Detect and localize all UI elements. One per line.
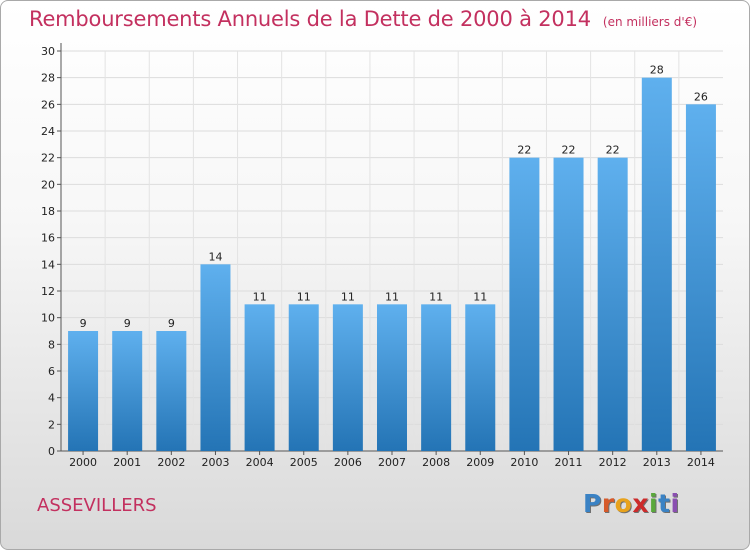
value-label-2011: 22 bbox=[562, 144, 576, 157]
bar-2002 bbox=[156, 331, 187, 451]
x-axis-ticks: 2000 2001 2002 2003 2004 2005 2006 2007 2008 2009… bbox=[69, 451, 715, 469]
logo-letter: r bbox=[601, 489, 615, 518]
x-tick-label-2010: 2010 bbox=[510, 456, 538, 469]
bar-2009 bbox=[465, 304, 496, 451]
bar-2004 bbox=[244, 304, 275, 451]
chart-title-unit: (en milliers d'€) bbox=[602, 15, 698, 29]
bar-2000 bbox=[68, 331, 99, 451]
bar-2008 bbox=[421, 304, 452, 451]
value-label-2012: 22 bbox=[606, 144, 620, 157]
value-label-2014: 26 bbox=[694, 90, 708, 103]
value-label-2009: 11 bbox=[473, 290, 487, 303]
y-tick-label: 26 bbox=[41, 98, 55, 111]
x-tick-label-2003: 2003 bbox=[201, 456, 229, 469]
value-label-2013: 28 bbox=[650, 64, 664, 77]
value-label-2001: 9 bbox=[124, 317, 131, 330]
bar-2005 bbox=[288, 304, 319, 451]
y-tick-label: 12 bbox=[41, 285, 55, 298]
bar-2006 bbox=[332, 304, 363, 451]
value-label-2006: 11 bbox=[341, 290, 355, 303]
value-label-2003: 14 bbox=[208, 250, 222, 263]
x-tick-label-2004: 2004 bbox=[246, 456, 274, 469]
y-tick-label: 18 bbox=[41, 205, 55, 218]
value-labels: 9 9 9 14 11 11 11 11 11 11 22 22 22 28 26 bbox=[80, 64, 708, 330]
logo-letter: i bbox=[670, 489, 680, 518]
x-tick-label-2005: 2005 bbox=[290, 456, 318, 469]
bar-2013 bbox=[641, 77, 672, 452]
value-label-2008: 11 bbox=[429, 290, 443, 303]
value-label-2002: 9 bbox=[168, 317, 175, 330]
x-tick-label-2007: 2007 bbox=[378, 456, 406, 469]
x-tick-label-2002: 2002 bbox=[157, 456, 185, 469]
bar-2003 bbox=[200, 264, 231, 451]
y-tick-label: 2 bbox=[48, 418, 55, 431]
logo-letter: i bbox=[649, 489, 659, 518]
logo-letter: x bbox=[632, 489, 649, 518]
y-tick-label: 30 bbox=[41, 45, 55, 58]
logo-letter: P bbox=[583, 489, 602, 518]
bars bbox=[68, 77, 716, 452]
y-tick-label: 28 bbox=[41, 72, 55, 85]
y-tick-label: 22 bbox=[41, 152, 55, 165]
x-tick-label-2012: 2012 bbox=[599, 456, 627, 469]
x-tick-label-2000: 2000 bbox=[69, 456, 97, 469]
x-tick-label-2001: 2001 bbox=[113, 456, 141, 469]
bar-2007 bbox=[377, 304, 407, 451]
value-label-2010: 22 bbox=[517, 144, 531, 157]
logo-letter: o bbox=[614, 489, 633, 518]
y-tick-label: 0 bbox=[48, 445, 55, 458]
value-label-2004: 11 bbox=[253, 290, 267, 303]
bar-2014 bbox=[685, 104, 716, 451]
y-tick-label: 14 bbox=[41, 258, 55, 271]
y-tick-label: 24 bbox=[41, 125, 55, 138]
commune-name: ASSEVILLERS bbox=[37, 495, 157, 516]
x-tick-label-2008: 2008 bbox=[422, 456, 450, 469]
y-tick-label: 16 bbox=[41, 232, 55, 245]
value-label-2005: 11 bbox=[297, 290, 311, 303]
y-tick-label: 4 bbox=[48, 392, 55, 405]
bar-2001 bbox=[112, 331, 143, 451]
x-tick-label-2013: 2013 bbox=[643, 456, 671, 469]
x-tick-label-2014: 2014 bbox=[687, 456, 715, 469]
bar-2011 bbox=[553, 157, 584, 451]
proxiti-logo: Proxiti bbox=[583, 489, 680, 518]
y-tick-label: 20 bbox=[41, 178, 55, 191]
chart-title-main: Remboursements Annuels de la Dette de 20… bbox=[29, 7, 591, 31]
bar-2010 bbox=[509, 157, 540, 451]
x-tick-label-2009: 2009 bbox=[466, 456, 494, 469]
y-tick-label: 6 bbox=[48, 365, 55, 378]
y-tick-label: 10 bbox=[41, 312, 55, 325]
y-tick-label: 8 bbox=[48, 338, 55, 351]
bar-2012 bbox=[597, 157, 628, 451]
chart-title: Remboursements Annuels de la Dette de 20… bbox=[29, 7, 697, 31]
logo-letter: t bbox=[658, 489, 671, 518]
x-tick-label-2006: 2006 bbox=[334, 456, 362, 469]
x-tick-label-2011: 2011 bbox=[555, 456, 583, 469]
value-label-2007: 11 bbox=[385, 290, 399, 303]
value-label-2000: 9 bbox=[80, 317, 87, 330]
